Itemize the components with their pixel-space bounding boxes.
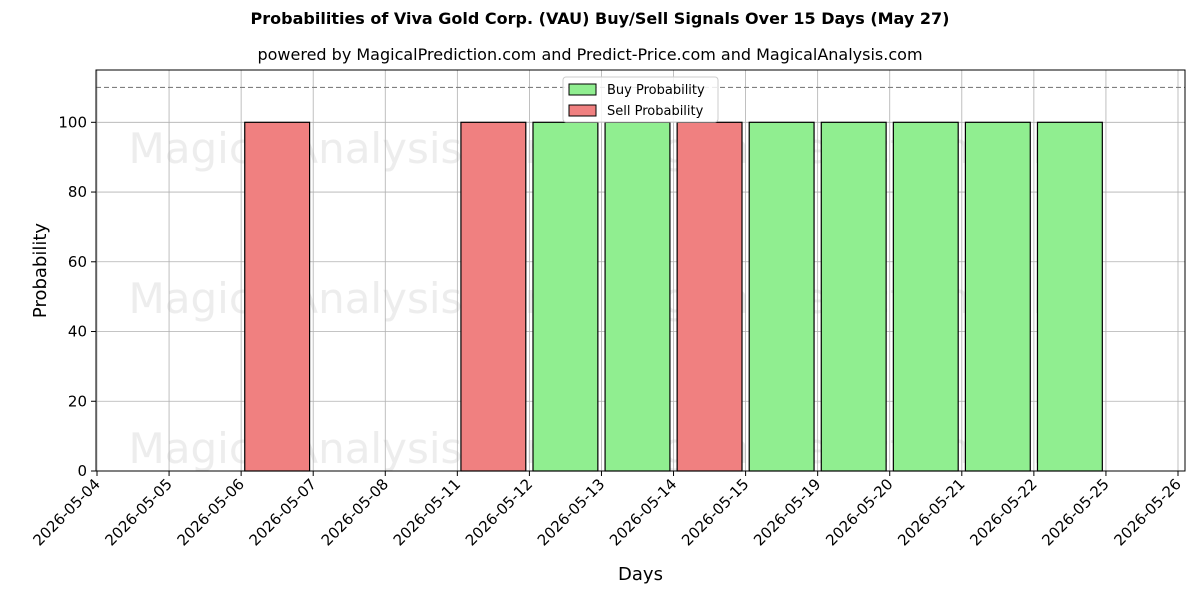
x-tick-label: 2026-05-25 [1038,475,1112,549]
y-tick-label: 60 [68,253,87,271]
buy-bar [604,121,671,472]
x-axis-label: Days [618,564,663,585]
y-tick-label: 40 [68,323,87,341]
x-tick-label: 2026-05-13 [534,475,608,549]
chart-subtitle: powered by MagicalPrediction.com and Pre… [257,45,923,64]
legend-swatch [568,83,597,96]
legend-swatch [568,104,597,117]
x-tick-label: 2026-05-19 [750,475,824,549]
x-tick-label: 2026-05-11 [390,475,464,549]
x-tick-label: 2026-05-21 [894,475,968,549]
x-tick-label: 2026-05-05 [102,475,176,549]
x-tick-label: 2026-05-04 [29,475,103,549]
buy-bar [820,121,887,472]
buy-bar [964,121,1031,472]
y-tick-label: 80 [68,183,87,201]
x-tick-label: 2026-05-14 [606,475,680,549]
legend: Buy Probability Sell Probability [562,76,719,123]
sell-bar [244,121,311,472]
x-tick-label: 2026-05-07 [246,475,320,549]
x-tick-label: 2026-05-22 [966,475,1040,549]
x-tick-label: 2026-05-06 [174,475,248,549]
sell-bar [676,121,743,472]
x-tick-label: 2026-05-12 [462,475,536,549]
plot-frame [95,69,1186,472]
legend-box [562,76,719,123]
buy-bar [532,121,599,472]
buy-bar [892,121,959,472]
y-tick-label: 20 [68,392,87,410]
y-tick-label: 100 [58,113,87,131]
x-tick-label: 2026-05-20 [822,475,896,549]
legend-label: Buy Probability [607,83,705,98]
y-axis-label: Probability [30,223,51,318]
y-tick-label: 0 [77,462,87,480]
legend-label: Sell Probability [607,104,704,119]
x-tick-label: 2026-05-26 [1110,475,1184,549]
bar-layer [244,121,1103,472]
x-tick-label: 2026-05-15 [678,475,752,549]
buy-bar [1036,121,1103,472]
chart-title: Probabilities of Viva Gold Corp. (VAU) B… [250,9,950,28]
sell-bar [460,121,527,472]
x-tick-label: 2026-05-08 [318,475,392,549]
buy-bar [748,121,815,472]
